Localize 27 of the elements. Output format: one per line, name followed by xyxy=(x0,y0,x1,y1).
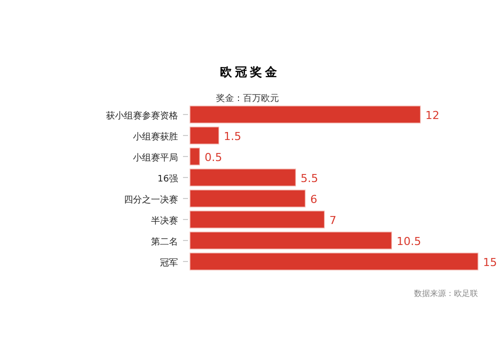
y-tick-label: 四分之一决赛 xyxy=(124,194,178,206)
y-tick-label: 冠军 xyxy=(160,258,178,268)
bar xyxy=(190,232,392,250)
bar xyxy=(190,126,220,144)
y-tick-label: 16强 xyxy=(158,174,178,184)
data-label: 6 xyxy=(310,193,318,206)
data-label: 0.5 xyxy=(204,151,222,164)
data-label: 5.5 xyxy=(300,172,318,185)
bar xyxy=(190,252,478,270)
chart-subtitle: 奖金：百万欧元 xyxy=(216,93,279,104)
y-tick-label: 获小组赛参赛资格 xyxy=(106,110,178,122)
bar xyxy=(190,106,421,124)
y-tick-label: 第二名 xyxy=(151,236,178,248)
source-note: 数据来源：欧足联 xyxy=(414,289,478,298)
chart-title: 欧冠奖金 xyxy=(220,65,280,79)
y-tick-label: 半决赛 xyxy=(151,216,178,226)
y-tick-label: 小组赛获胜 xyxy=(133,132,178,142)
data-label: 7 xyxy=(329,214,336,227)
data-label: 12 xyxy=(425,109,440,122)
data-label: 1.5 xyxy=(224,130,242,143)
bar xyxy=(190,168,296,186)
y-tick-label: 小组赛平局 xyxy=(133,152,178,164)
bar xyxy=(190,210,325,228)
bar xyxy=(190,148,200,166)
data-label: 10.5 xyxy=(396,235,422,248)
data-label: 15 xyxy=(483,256,497,269)
bar xyxy=(190,190,306,208)
